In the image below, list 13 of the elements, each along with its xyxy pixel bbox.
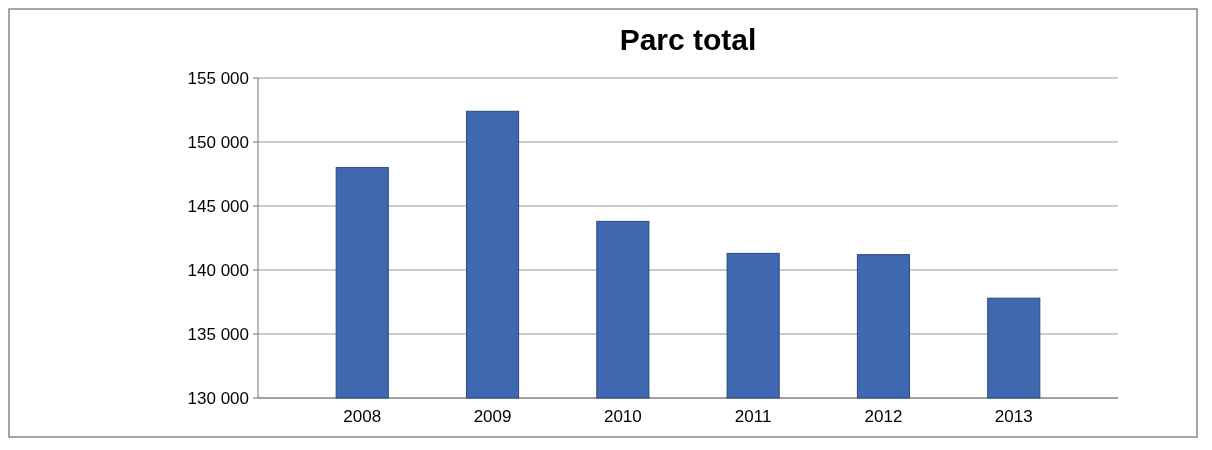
y-tick-label: 145 000: [187, 196, 249, 216]
x-tick-label: 2008: [343, 407, 382, 426]
y-tick-label: 140 000: [187, 260, 249, 280]
x-tick-label: 2012: [864, 407, 903, 426]
x-tick-label: 2010: [603, 407, 642, 426]
y-tick-label: 130 000: [187, 388, 249, 408]
y-tick-label: 150 000: [187, 132, 249, 152]
x-tick-label: 2009: [473, 407, 512, 426]
y-tick-label: 135 000: [187, 324, 249, 344]
x-tick-label: 2011: [734, 407, 772, 426]
y-tick-label: 155 000: [187, 68, 249, 88]
x-tick-label: 2013: [994, 407, 1033, 426]
chart-title: Parc total: [619, 23, 757, 56]
